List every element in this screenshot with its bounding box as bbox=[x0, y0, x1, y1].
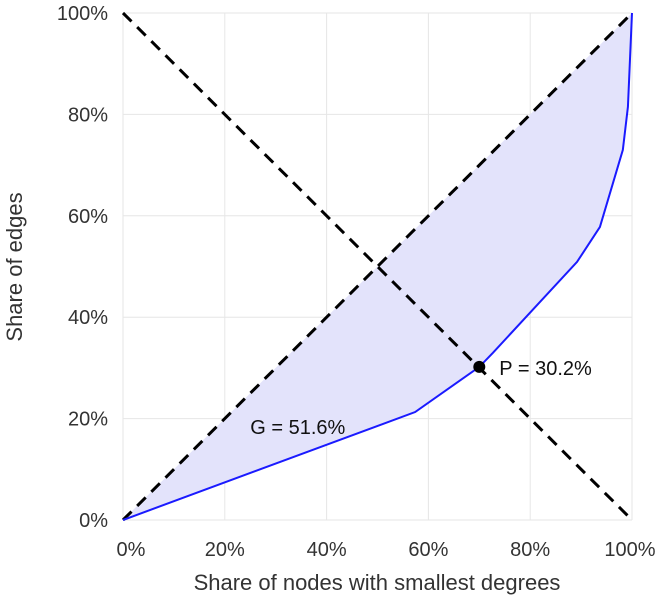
x-tick-label: 100% bbox=[604, 539, 655, 561]
x-tick-label: 20% bbox=[205, 539, 245, 561]
x-tick-label: 0% bbox=[117, 539, 146, 561]
y-tick-label: 100% bbox=[57, 3, 108, 25]
x-tick-label: 80% bbox=[510, 539, 550, 561]
y-tick-label: 20% bbox=[68, 409, 108, 431]
x-tick-label: 60% bbox=[408, 539, 448, 561]
lorenz-curve bbox=[122, 12, 633, 521]
y-tick-label: 60% bbox=[68, 206, 108, 228]
x-tick-label: 40% bbox=[307, 539, 347, 561]
p-label: P = 30.2% bbox=[499, 358, 592, 380]
x-axis-label: Share of nodes with smallest degrees bbox=[194, 570, 561, 595]
y-tick-label: 0% bbox=[79, 510, 108, 532]
g-label: G = 51.6% bbox=[250, 417, 345, 439]
y-tick-label: 80% bbox=[68, 104, 108, 126]
y-tick-label: 40% bbox=[68, 307, 108, 329]
gini-area bbox=[123, 13, 632, 520]
p-point bbox=[473, 360, 486, 373]
y-axis-label: Share of edges bbox=[2, 192, 27, 341]
